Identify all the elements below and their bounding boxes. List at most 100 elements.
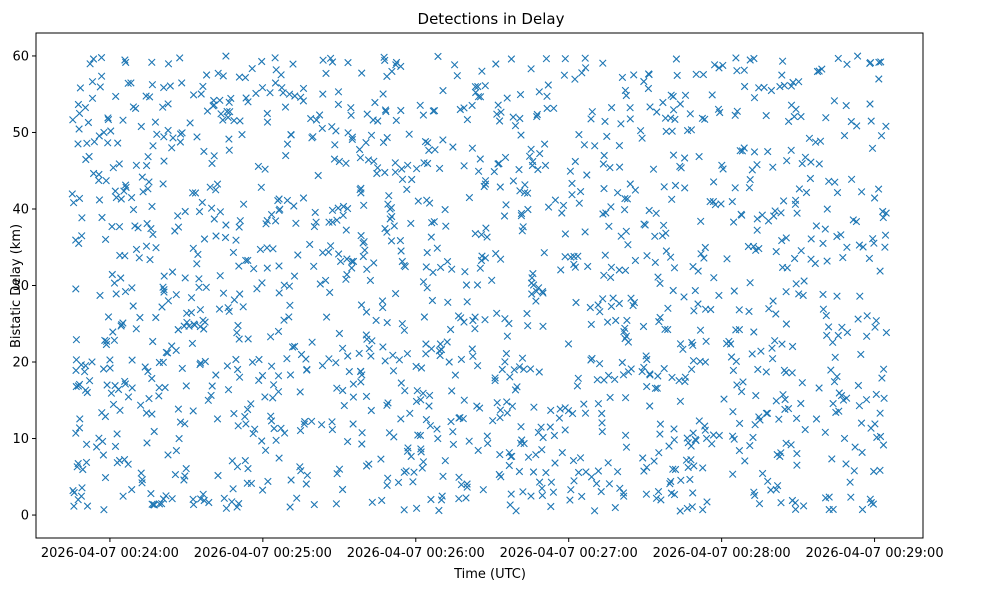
data-point (122, 183, 130, 192)
data-point (795, 185, 804, 193)
data-point (823, 331, 831, 340)
data-point (872, 390, 880, 399)
data-point (703, 498, 711, 506)
data-point (172, 291, 180, 299)
data-point (620, 206, 629, 214)
data-point (594, 467, 603, 475)
data-point (669, 106, 678, 114)
data-point (782, 368, 790, 377)
data-point (421, 137, 430, 146)
data-point (646, 371, 654, 379)
x-axis-label: Time (UTC) (453, 567, 526, 582)
data-point (853, 52, 862, 60)
data-point (574, 374, 582, 382)
data-point (615, 141, 624, 150)
data-point (290, 202, 298, 210)
data-point (837, 391, 846, 400)
data-point (657, 496, 665, 504)
data-point (830, 378, 839, 386)
data-point (730, 435, 738, 443)
data-point (702, 337, 710, 345)
data-point (368, 498, 376, 506)
data-point (214, 471, 222, 480)
data-point (429, 268, 437, 277)
data-point (332, 500, 341, 508)
data-point (501, 153, 510, 162)
data-point (862, 396, 871, 404)
data-point (365, 344, 373, 353)
data-point (214, 69, 222, 77)
data-point (778, 71, 786, 79)
data-point (331, 141, 339, 149)
data-point (148, 58, 156, 66)
data-point (670, 425, 678, 433)
data-point (540, 249, 548, 257)
data-point (326, 242, 335, 250)
data-point (155, 392, 163, 400)
data-point (780, 81, 789, 90)
data-point (398, 257, 406, 266)
data-point (147, 489, 155, 498)
data-point (145, 93, 154, 101)
data-point (328, 58, 337, 66)
data-point (455, 414, 463, 422)
data-point (121, 380, 130, 388)
data-point (233, 329, 241, 337)
data-point (825, 177, 833, 185)
data-point (308, 134, 316, 142)
data-point (532, 287, 541, 295)
data-point (837, 231, 845, 239)
data-point (781, 395, 789, 404)
data-point (81, 103, 90, 112)
data-point (669, 286, 677, 295)
data-point (746, 279, 754, 287)
data-point (386, 215, 394, 223)
data-point (689, 429, 697, 437)
data-point (148, 374, 156, 383)
data-point (599, 210, 607, 218)
data-point (144, 185, 152, 193)
data-point (116, 406, 124, 414)
data-point (247, 479, 256, 488)
data-point (199, 490, 207, 498)
data-point (601, 117, 609, 126)
data-point (99, 451, 108, 459)
data-point (224, 386, 233, 394)
data-point (200, 496, 208, 505)
data-point (417, 448, 425, 456)
data-point (581, 54, 589, 62)
data-point (507, 55, 516, 63)
data-point (247, 400, 255, 408)
data-point (568, 409, 577, 418)
data-point (696, 326, 705, 334)
data-point (349, 257, 358, 266)
data-point (141, 363, 149, 371)
data-point (112, 92, 120, 101)
data-point (568, 191, 576, 199)
data-point (422, 263, 430, 271)
data-point (797, 247, 805, 255)
data-point (697, 250, 705, 258)
data-point (815, 160, 823, 168)
data-point (189, 91, 198, 99)
data-point (879, 207, 887, 216)
data-point (299, 194, 308, 202)
data-point (463, 115, 472, 124)
data-point (799, 502, 808, 510)
data-point (474, 167, 483, 175)
data-point (813, 67, 822, 76)
data-point (645, 70, 653, 79)
data-point (362, 392, 371, 401)
data-point (436, 340, 445, 348)
chart-title: Detections in Delay (418, 10, 565, 28)
data-point (435, 506, 443, 515)
data-point (607, 103, 616, 112)
data-point (252, 89, 260, 98)
data-point (462, 494, 470, 502)
x-tick-label: 2026-04-07 00:24:00 (41, 546, 179, 561)
data-point (686, 110, 694, 118)
data-point (139, 188, 147, 196)
data-point (591, 142, 599, 150)
data-point (299, 84, 308, 93)
data-point (670, 490, 679, 499)
